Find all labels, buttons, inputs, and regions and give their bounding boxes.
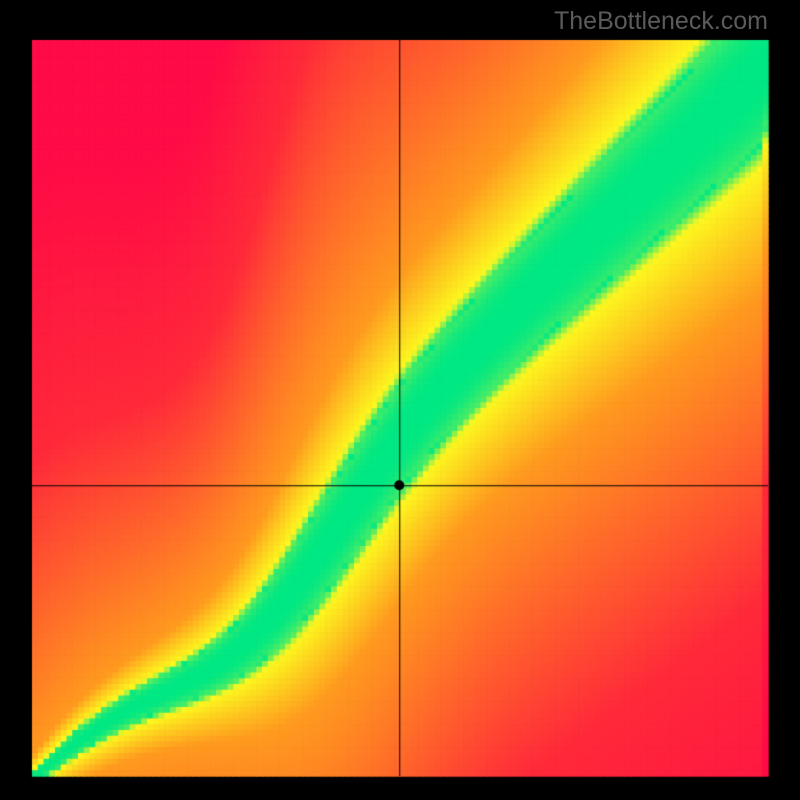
bottleneck-heatmap (0, 0, 800, 800)
watermark-text: TheBottleneck.com (554, 7, 768, 36)
